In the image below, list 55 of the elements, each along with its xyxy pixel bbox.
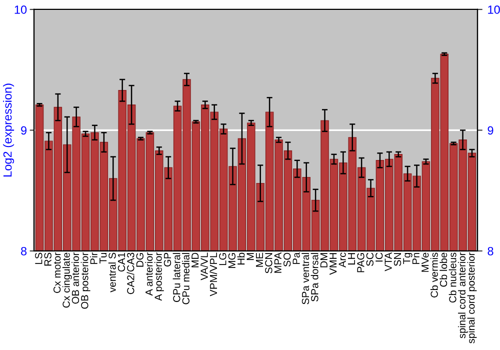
- x-tick-label: CA1: [118, 252, 126, 272]
- x-tick-label: spinal cord posterior: [467, 252, 477, 344]
- x-tick-label: Cb lobe: [440, 252, 448, 287]
- x-tick-label: VA/VL: [200, 252, 208, 280]
- x-tick-label: GP: [164, 252, 172, 266]
- x-tick-label: MG: [228, 253, 236, 268]
- x-tick-label: Tu: [100, 253, 107, 264]
- x-tick-label: DG: [136, 253, 144, 267]
- x-tick-label: SPa ventral: [302, 253, 310, 304]
- x-tick-label: MPA: [274, 252, 282, 273]
- x-tick-label: Cb vermis: [430, 252, 438, 298]
- x-tick-label: Cb nucleus: [448, 252, 456, 303]
- x-tick-label: LH: [348, 253, 355, 264]
- x-tick-label: SC: [366, 252, 374, 266]
- x-tick-label: SO: [283, 252, 291, 267]
- x-tick-label: Cx cingulate: [62, 252, 72, 308]
- x-tick-label: CPu medial: [182, 253, 190, 304]
- y2-tick-label: 9: [488, 126, 494, 135]
- x-tick-label: Pa: [292, 252, 300, 264]
- x-tick-label: OB anterior: [72, 252, 80, 304]
- x-tick-label: VMH: [330, 253, 337, 275]
- x-tick-label: Cx motor: [53, 252, 61, 293]
- x-tick-label: SN: [394, 253, 402, 266]
- x-tick-label: MD: [192, 252, 199, 268]
- x-tick-label: spinal cord anterior: [458, 252, 468, 338]
- x-tick-label: A anterior: [145, 252, 153, 296]
- x-tick-label: IC: [376, 252, 383, 262]
- x-tick-label: ventral S: [108, 252, 116, 292]
- x-tick-label: DM: [320, 253, 328, 268]
- x-tick-label: VTA: [384, 252, 392, 272]
- x-tick-label: A posterior: [154, 252, 164, 301]
- x-tick-label: PAG: [357, 253, 364, 272]
- y2-tick-label: 10: [488, 5, 500, 14]
- x-tick-label: Tg: [403, 252, 412, 264]
- x-tick-label: LS: [35, 252, 42, 264]
- x-tick-label: VPM/VPL: [210, 252, 218, 296]
- x-tick-label: CPu lateral: [172, 253, 180, 302]
- x-tick-label: Hb: [237, 252, 245, 264]
- x-tick-label: ME: [256, 252, 263, 267]
- x-tick-label: SCN: [265, 253, 272, 274]
- x-tick-label: CA2/CA3: [126, 252, 134, 294]
- x-tick-label: SPa dorsal: [310, 253, 318, 302]
- x-tick-label: MVe: [422, 252, 429, 272]
- y-tick-label: 10: [14, 5, 27, 14]
- x-tick-label: OB posterior: [80, 252, 90, 309]
- x-tick-label: Pn: [412, 252, 420, 264]
- y-axis-title: Log2 (expression): [3, 84, 14, 176]
- x-tick-label: Pir: [90, 252, 98, 264]
- x-tick-label: Arc: [338, 252, 346, 268]
- x-tick-label: LG: [219, 253, 226, 266]
- x-tick-label: RS: [44, 252, 52, 266]
- y2-tick-label: 8: [488, 246, 494, 256]
- y-tick-label: 8: [21, 246, 27, 256]
- y-tick-label: 9: [21, 126, 26, 135]
- x-tick-label: M: [246, 253, 254, 260]
